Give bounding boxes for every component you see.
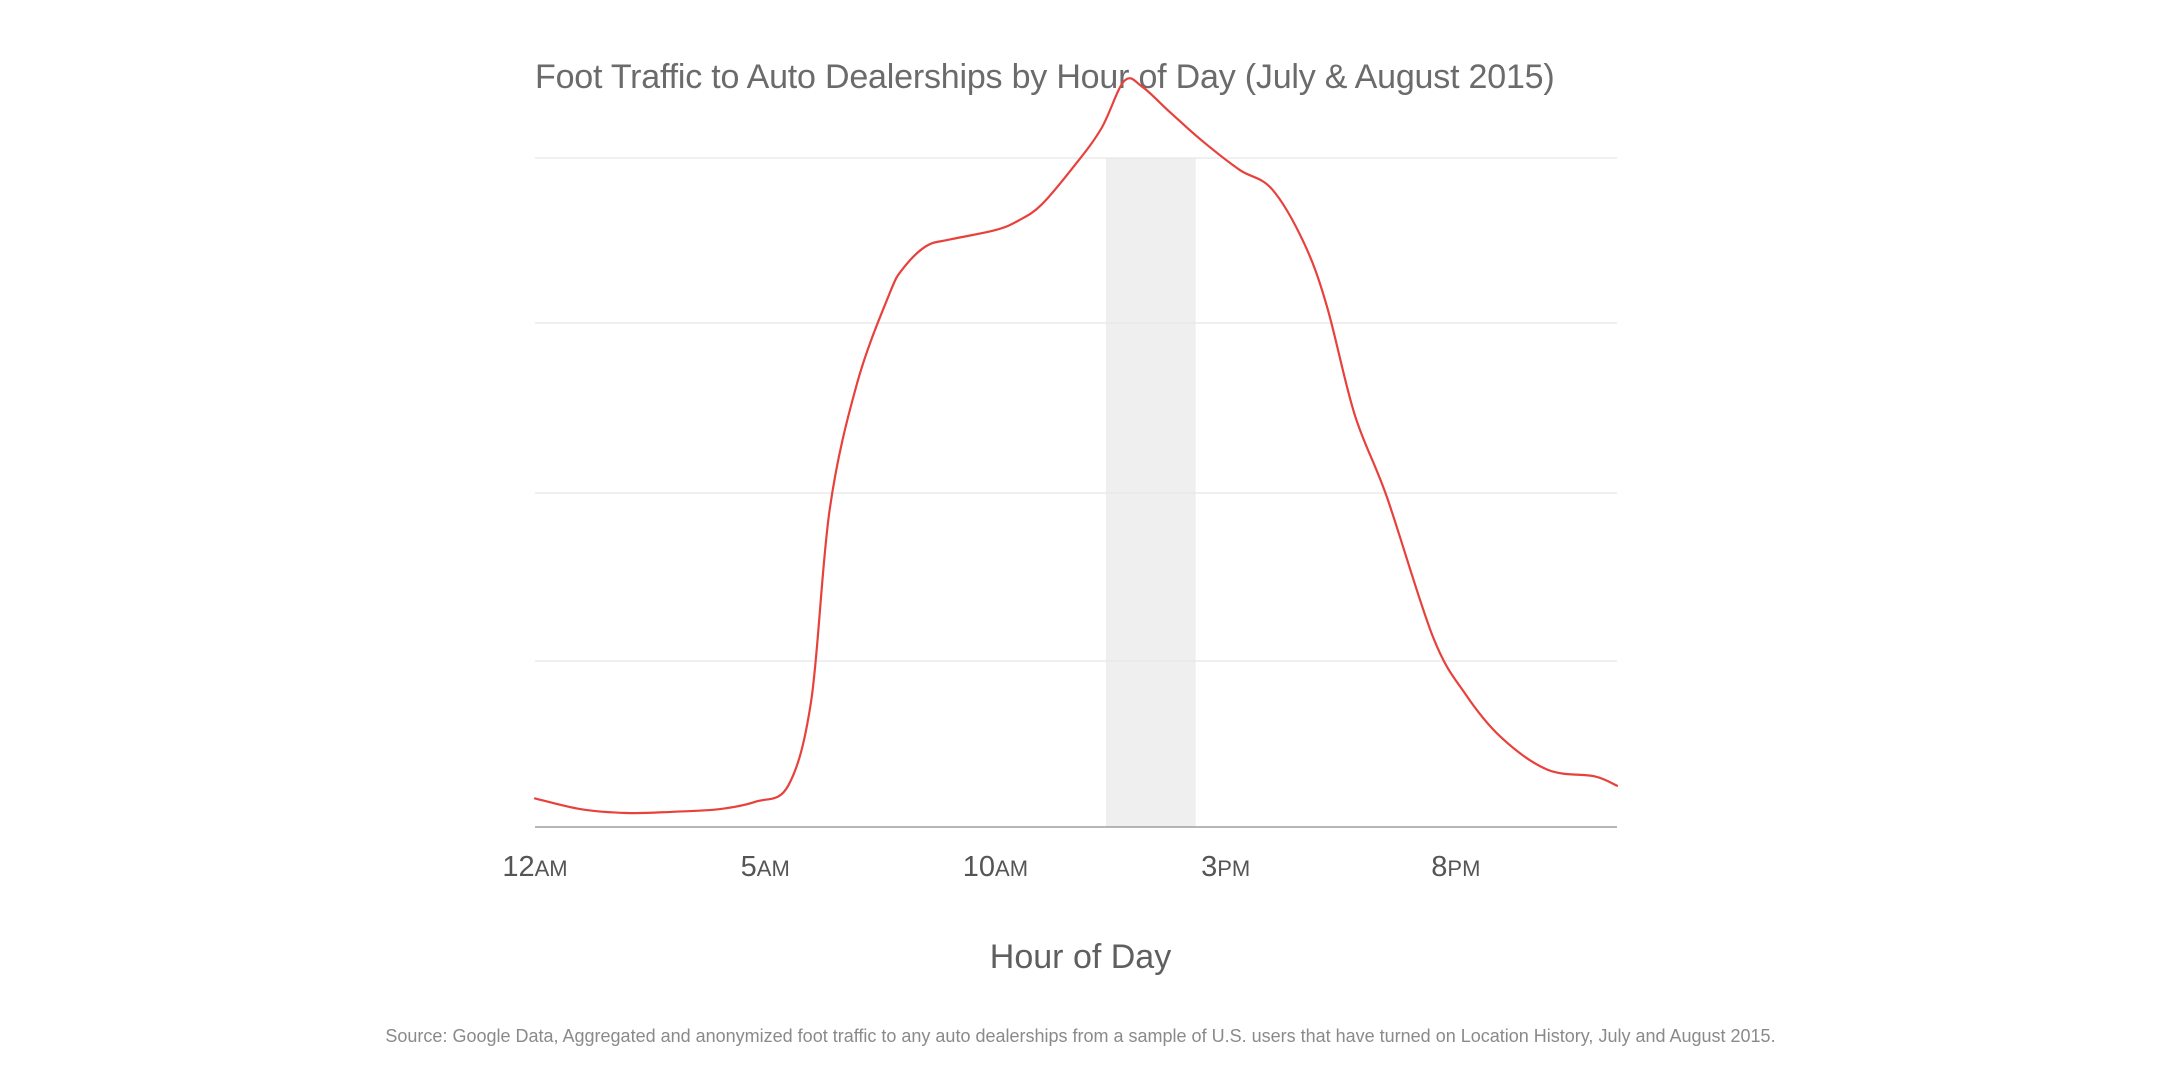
x-tick-suffix: AM — [995, 856, 1028, 881]
x-tick-labels: 12AM 5AM 10AM 3PM 8PM — [502, 851, 1480, 883]
x-tick-label-2: 10AM — [963, 851, 1028, 883]
x-tick-number: 10 — [963, 851, 995, 883]
gridlines — [535, 157, 1617, 662]
x-tick-label-4: 8PM — [1431, 851, 1480, 883]
x-tick-suffix: AM — [757, 856, 790, 881]
chart-title: Foot Traffic to Auto Dealerships by Hour… — [535, 58, 1555, 96]
x-tick-suffix: PM — [1217, 856, 1250, 881]
series-layer — [533, 77, 1619, 815]
x-tick-suffix: AM — [535, 856, 568, 881]
x-tick-number: 12 — [502, 851, 534, 883]
x-axis-title: Hour of Day — [989, 938, 1172, 976]
x-tick-number: 8 — [1431, 851, 1447, 883]
x-tick-number: 5 — [741, 851, 757, 883]
source-note: Source: Google Data, Aggregated and anon… — [385, 1026, 1776, 1046]
x-tick-suffix: PM — [1447, 856, 1480, 881]
series-line-0 — [533, 77, 1619, 815]
x-tick-label-0: 12AM — [502, 851, 567, 883]
x-tick-label-3: 3PM — [1201, 851, 1250, 883]
x-tick-number: 3 — [1201, 851, 1217, 883]
x-tick-label-1: 5AM — [741, 851, 790, 883]
